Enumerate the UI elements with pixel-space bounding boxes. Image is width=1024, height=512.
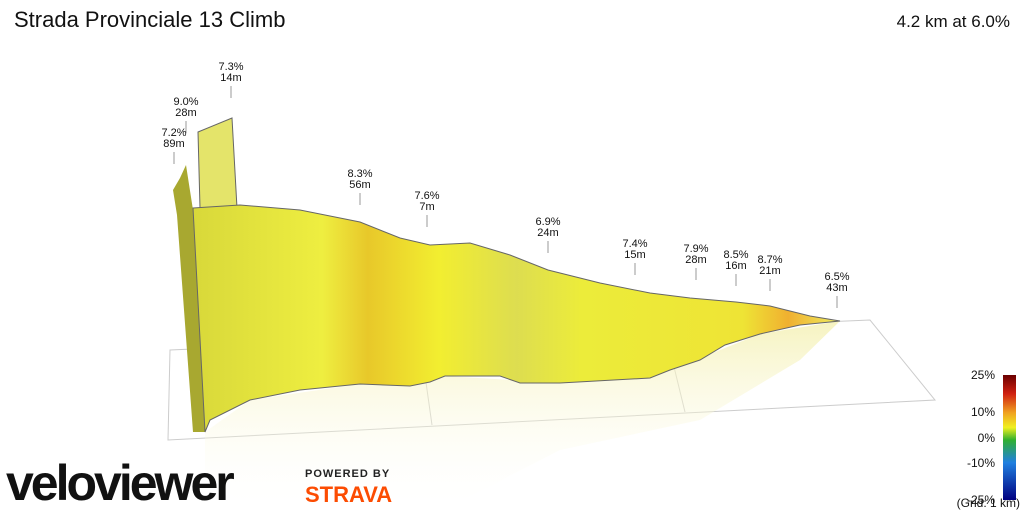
annotation-grade: 6.9% <box>535 216 560 228</box>
annotation-grade: 9.0% <box>173 96 198 108</box>
annotation-grade: 8.5% <box>723 249 748 261</box>
reflection <box>205 321 840 512</box>
annotation-grade: 8.7% <box>757 254 782 266</box>
legend-tick: 0% <box>978 431 996 445</box>
annotation-length: 28m <box>685 254 706 266</box>
annotation-length: 14m <box>220 72 241 84</box>
annotation-grade: 7.3% <box>218 61 243 73</box>
strava: STRAVA <box>305 482 392 507</box>
title: Strada Provinciale 13 Climb <box>14 7 285 32</box>
left-face <box>173 165 205 432</box>
annotation-grade: 7.2% <box>161 127 186 139</box>
logo: veloviewer <box>6 455 234 511</box>
annotation-grade: 7.4% <box>622 238 647 250</box>
annotation-length: 24m <box>537 227 558 239</box>
annotation-grade: 7.9% <box>683 243 708 255</box>
legend-tick: 25% <box>971 368 995 382</box>
annotation-length: 15m <box>624 249 645 261</box>
annotation-length: 7m <box>419 201 434 213</box>
annotation-length: 56m <box>349 179 370 191</box>
annotation-length: 43m <box>826 282 847 294</box>
summary: 4.2 km at 6.0% <box>897 12 1010 31</box>
color-scale <box>1003 375 1016 500</box>
peak-wall <box>197 117 238 209</box>
annotation-grade: 7.6% <box>414 190 439 202</box>
annotation-grade: 8.3% <box>347 168 372 180</box>
annotation-length: 28m <box>175 107 196 119</box>
annotation-length: 21m <box>759 265 780 277</box>
annotation-length: 16m <box>725 260 746 272</box>
annotation-grade: 6.5% <box>824 271 849 283</box>
legend-tick: -10% <box>967 456 995 470</box>
powered-by: POWERED BY <box>305 468 390 480</box>
annotation-length: 89m <box>163 138 184 150</box>
grid-note: (Grid: 1 km) <box>957 496 1020 510</box>
profile-wall <box>192 204 841 433</box>
legend-tick: -25% <box>967 493 995 507</box>
legend-tick: 10% <box>971 405 995 419</box>
